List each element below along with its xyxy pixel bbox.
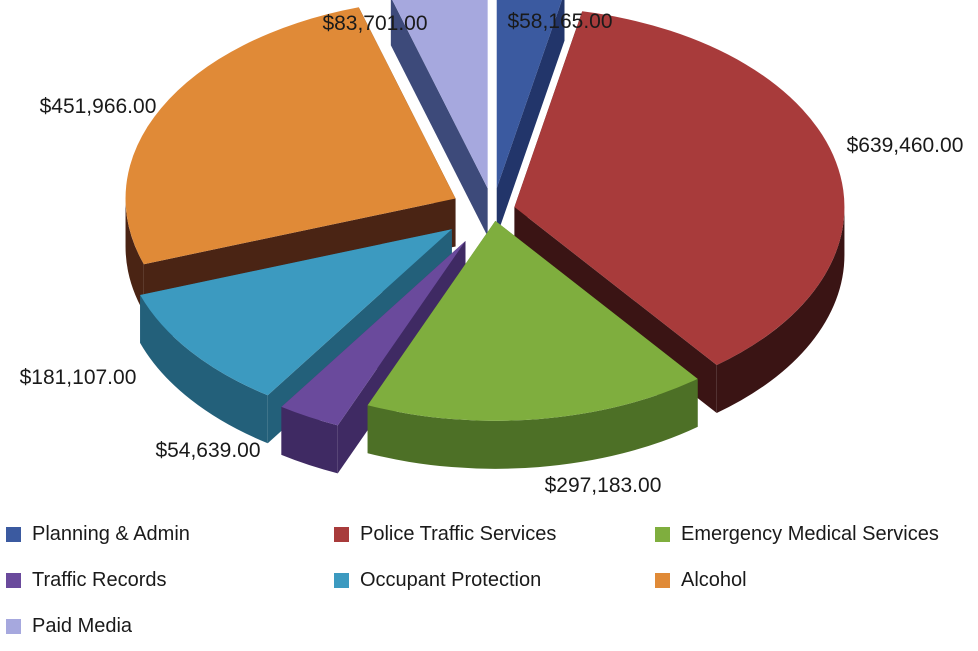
data-label-alcohol: $451,966.00 — [40, 95, 157, 118]
data-label-traffic-records: $54,639.00 — [155, 439, 260, 462]
legend-label-paid-media: Paid Media — [32, 614, 133, 637]
pie-slice-top-alcohol — [125, 7, 456, 265]
legend-item-occupant-protection: Occupant Protection — [334, 567, 541, 593]
pie-slice-wall-planning-admin-1 — [496, 0, 565, 237]
data-label-police-traffic-services: $639,460.00 — [847, 134, 964, 157]
data-label-paid-media: $83,701.00 — [322, 12, 427, 35]
pie-slice-top-occupant-protection — [140, 229, 452, 396]
legend-item-police-traffic-services: Police Traffic Services — [334, 521, 556, 547]
pie-slice-top-planning-admin — [496, 0, 562, 189]
legend-swatch-occupant-protection — [334, 572, 349, 588]
legend-swatch-traffic-records — [6, 572, 21, 588]
pie-slice-paid-media — [390, 0, 488, 237]
pie-slice-side-police-traffic-services — [716, 207, 845, 414]
legend-item-emergency-medical-services: Emergency Medical Services — [655, 521, 939, 547]
pie-slice-side-emergency-medical-services — [367, 378, 698, 469]
legend-item-alcohol: Alcohol — [655, 567, 747, 593]
legend-label-occupant-protection: Occupant Protection — [360, 568, 542, 591]
pie-slice-side-alcohol — [125, 198, 144, 313]
data-label-emergency-medical-services: $297,183.00 — [545, 474, 662, 497]
legend-label-planning-admin: Planning & Admin — [32, 522, 190, 545]
legend-label-traffic-records: Traffic Records — [32, 568, 167, 591]
pie-slice-emergency-medical-services — [367, 220, 698, 469]
legend-label-police-traffic-services: Police Traffic Services — [360, 522, 557, 545]
pie-slice-side-occupant-protection — [140, 294, 268, 444]
pie-slice-top-paid-media — [392, 0, 488, 189]
pie-slice-wall-paid-media-0 — [390, 0, 488, 237]
legend-swatch-emergency-medical-services — [655, 526, 670, 542]
legend-item-paid-media: Paid Media — [6, 613, 132, 639]
pie-slice-top-emergency-medical-services — [367, 220, 698, 421]
legend: Planning & Admin Police Traffic Services E… — [0, 521, 978, 651]
legend-item-planning-admin: Planning & Admin — [6, 521, 190, 547]
legend-swatch-planning-admin — [6, 526, 21, 542]
pie-slice-planning-admin — [496, 0, 565, 237]
pie-chart-canvas: $58,165.00 $639,460.00 $297,183.00 $54,639.… — [20, 0, 964, 497]
legend-label-emergency-medical-services: Emergency Medical Services — [681, 522, 939, 545]
data-label-occupant-protection: $181,107.00 — [20, 366, 137, 389]
legend-swatch-police-traffic-services — [334, 526, 349, 542]
pie-slice-top-police-traffic-services — [514, 11, 845, 366]
pie-slice-side-traffic-records — [281, 406, 338, 474]
data-label-planning-admin: $58,165.00 — [507, 10, 612, 33]
pie-slice-top-traffic-records — [281, 240, 466, 426]
legend-swatch-alcohol — [655, 572, 670, 588]
legend-item-traffic-records: Traffic Records — [6, 567, 166, 593]
legend-swatch-paid-media — [6, 618, 21, 634]
legend-label-alcohol: Alcohol — [681, 568, 747, 591]
